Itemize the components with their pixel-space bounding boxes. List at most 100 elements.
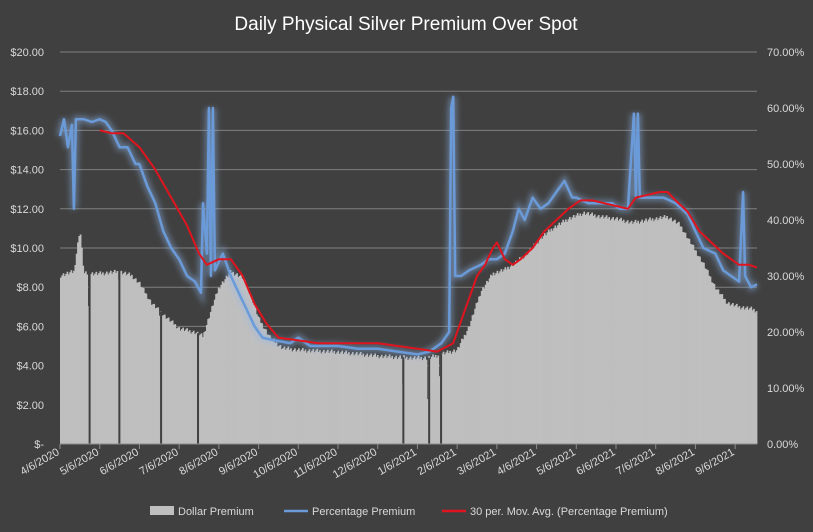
dollar-premium-bar [689,244,692,444]
dollar-premium-bar [632,223,634,444]
dollar-premium-bar [186,328,188,444]
dollar-premium-bar [747,309,750,444]
dollar-premium-bar [276,346,279,444]
dollar-premium-bar [746,306,749,444]
dollar-premium-bar [630,220,633,444]
dollar-premium-bar [354,353,357,444]
dollar-premium-bar [333,350,336,444]
dollar-premium-bar [655,217,658,444]
dollar-premium-bar [705,269,708,444]
dollar-premium-bar [249,294,252,444]
dollar-premium-bar [252,302,254,444]
dollar-premium-bar [664,217,667,444]
dollar-premium-bar [129,276,132,444]
dollar-premium-bar [396,358,399,444]
dollar-premium-bar [693,250,696,444]
dollar-premium-bar [86,274,89,444]
dollar-premium-bar [312,348,315,444]
dollar-premium-bar [558,222,561,444]
dollar-premium-bar [720,294,722,444]
dollar-premium-bar [357,355,359,444]
dollar-premium-bar [493,275,496,444]
dollar-premium-bar [173,324,175,444]
dollar-premium-bar [754,312,757,444]
dollar-premium-bar [710,282,713,444]
dollar-premium-bar [588,215,591,444]
dollar-premium-bar [224,279,227,444]
dollar-premium-bar [725,303,728,444]
dollar-premium-bar [280,349,283,444]
y-left-tick-label: $- [34,439,44,451]
dollar-premium-bar [106,271,108,444]
dollar-premium-bar [671,221,674,444]
y-left-tick-label: $12.00 [10,204,44,216]
dollar-premium-bar [115,272,117,444]
dollar-premium-bar [236,273,238,444]
dollar-premium-bar [732,303,734,444]
dollar-premium-bar [580,216,583,444]
dollar-premium-bar [336,352,338,444]
dollar-premium-bar [387,356,390,444]
x-tick-label: 2/6/2021 [416,446,459,478]
dollar-premium-bar [654,219,657,444]
dollar-premium-bar [317,351,320,444]
dollar-premium-bar [384,354,387,444]
y-left-tick-label: $10.00 [10,243,44,255]
dollar-premium-bar [718,294,721,444]
dollar-premium-bar [273,338,275,444]
dollar-premium-bar [340,352,342,444]
dollar-premium-bar [475,303,478,444]
x-axis-labels: 4/6/20205/6/20206/6/20207/6/20208/6/2020… [18,444,737,481]
missing-day-bar [160,311,163,444]
dollar-premium-bar [482,287,484,444]
dollar-premium-bar [60,277,62,444]
dollar-premium-bar [517,260,520,444]
dollar-premium-bar [649,217,651,444]
dollar-premium-bar [501,271,504,444]
y-right-tick-label: 30.00% [767,271,805,283]
dollar-premium-bar [257,316,259,444]
dollar-premium-bar [166,318,169,444]
dollar-premium-bar [123,273,125,444]
dollar-premium-bar [536,241,538,444]
dollar-premium-bar [520,259,522,444]
dollar-premium-bar [282,348,284,444]
dollar-premium-bar [108,272,111,444]
dollar-premium-bar [666,215,668,444]
dollar-premium-bar [241,278,244,444]
dollar-premium-bar [412,357,415,444]
dollar-premium-bar [430,356,433,444]
dollar-premium-bar [75,253,78,444]
dollar-premium-bar [299,351,302,444]
dollar-premium-bar [595,217,597,444]
dollar-premium-bar [103,275,106,444]
dollar-premium-bar [491,275,494,444]
y-left-tick-label: $6.00 [16,321,44,333]
dollar-premium-bar [647,219,650,444]
dollar-premium-bar [692,244,695,444]
dollar-premium-bar [699,256,701,444]
series-lines [56,95,759,445]
dollar-premium-bar [254,307,257,444]
dollar-premium-bar [73,270,75,444]
dollar-premium-bar [433,357,436,444]
dollar-premium-bar [375,356,378,444]
dollar-premium-bar [492,272,495,444]
dollar-premium-bar [145,293,148,444]
dollar-premium-bar [142,287,145,444]
y-right-tick-label: 10.00% [767,383,805,395]
dollar-premium-bar [413,356,416,444]
dollar-premium-bar [584,214,587,444]
dollar-premium-bar [663,215,666,444]
dollar-premium-bar [288,349,291,444]
dollar-premium-bar [658,218,661,444]
dollar-premium-bar [290,348,292,444]
y-left-tick-label: $2.00 [16,400,44,412]
dollar-premium-bar [174,324,177,444]
dollar-premium-bar [284,349,287,444]
dollar-premium-bar [324,353,327,444]
dollar-premium-bar [582,213,584,444]
dollar-premium-bar [407,360,409,444]
dollar-premium-bar [605,215,608,444]
x-tick-label: 3/6/2021 [455,446,498,478]
